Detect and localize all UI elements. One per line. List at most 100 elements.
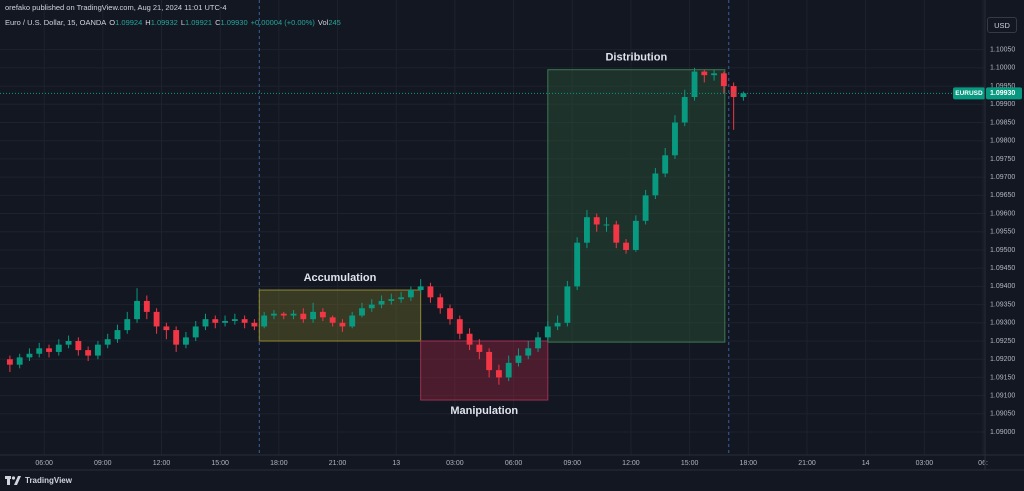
candle-body (535, 337, 541, 349)
x-tick-label: 12:00 (153, 460, 171, 467)
candle-body (124, 319, 131, 331)
candle-body (173, 330, 180, 345)
symbol: Euro / U.S. Dollar, 15, OANDA (5, 18, 107, 27)
zone-box (547, 69, 726, 343)
ohlc-label: O (109, 18, 116, 27)
ohlc-value: 1.09930 (220, 18, 248, 27)
candle-body (632, 220, 639, 250)
x-tick-label: 14 (862, 460, 870, 467)
candle-body (584, 217, 590, 243)
candle-body (398, 297, 405, 300)
candle-body (310, 311, 317, 320)
candle-body (378, 300, 385, 305)
x-tick-label: 06:00 (35, 460, 53, 467)
y-tick-label: 1.09750 (990, 156, 1015, 163)
symbol-tag: EURUSD (955, 90, 983, 97)
x-tick-label: 15:00 (211, 460, 229, 467)
candle-body (104, 339, 111, 345)
candle-body (505, 362, 512, 378)
y-tick-label: 1.09100 (990, 392, 1015, 399)
y-tick-label: 1.09600 (990, 210, 1015, 217)
candle-body (153, 311, 160, 327)
y-tick-label: 1.09800 (990, 138, 1015, 145)
zone-label: Accumulation (304, 272, 377, 284)
x-tick-label: 09:00 (563, 460, 581, 467)
candle-body (456, 319, 463, 334)
candle-body (183, 337, 189, 345)
zone-label: Distribution (605, 52, 667, 64)
candle-body (36, 348, 43, 354)
candle-body (711, 73, 718, 76)
candle-body (662, 155, 669, 174)
candle-body (447, 308, 453, 320)
ohlc-value: 1.09921 (184, 18, 213, 27)
candle-body (515, 355, 522, 363)
ohlc-item: L1.09921 (181, 18, 212, 27)
candle-body (75, 341, 82, 351)
y-tick-label: 1.09900 (990, 101, 1015, 108)
candle-body (495, 370, 502, 378)
y-tick-label: 1.09550 (990, 229, 1015, 236)
candle-body (94, 344, 101, 356)
y-tick-label: 1.09300 (990, 320, 1015, 327)
candle-body (486, 351, 493, 371)
candle-body (388, 299, 395, 301)
candle-body (437, 297, 444, 309)
candle-body (241, 319, 248, 323)
x-tick-label: 09:00 (94, 460, 112, 467)
ohlc-label: L (180, 18, 185, 27)
y-tick-label: 1.09400 (990, 283, 1015, 290)
y-tick-label: 1.09000 (990, 429, 1015, 436)
ohlc-item: O1.09924 (109, 18, 142, 27)
x-tick-label: 18:00 (740, 460, 758, 467)
y-tick-label: 1.10050 (990, 47, 1015, 54)
x-tick-label: 21:00 (798, 460, 816, 467)
candle-body (114, 330, 121, 340)
change: +0.00004 (+0.00%) (250, 18, 315, 27)
publisher-line: orefako published on TradingView.com, Au… (5, 3, 227, 12)
candle-body (603, 224, 610, 226)
x-tick-label: 03:00 (446, 460, 464, 467)
candle-body (55, 344, 62, 352)
candle-body (26, 353, 33, 358)
y-tick-label: 1.09450 (990, 265, 1015, 272)
legend-line: Euro / U.S. Dollar, 15, OANDA O1.09924 H1… (5, 18, 341, 27)
brand: TradingView (5, 476, 72, 485)
candle-body (701, 71, 708, 76)
x-tick-label: 06: (978, 460, 988, 467)
candle-body (574, 242, 581, 287)
candle-body (417, 286, 424, 291)
y-tick-label: 1.09650 (990, 192, 1015, 199)
y-tick-label: 1.09200 (990, 356, 1015, 363)
candle-body (652, 173, 659, 196)
volume-label: Vol (317, 18, 329, 27)
candle-body (329, 317, 336, 323)
x-tick-label: 06:00 (505, 460, 523, 467)
candle-body (466, 333, 473, 345)
candle-body (691, 71, 698, 98)
currency-button[interactable]: USD (987, 17, 1017, 33)
candle-body (525, 348, 532, 356)
ohlc-value: 1.09924 (115, 18, 143, 27)
candle-body (16, 357, 23, 365)
volume-value: 245 (328, 18, 341, 27)
candle-body (134, 300, 140, 320)
candle-body (476, 344, 483, 352)
ohlc-item: C1.09930 (215, 18, 248, 27)
candle-body (593, 217, 600, 225)
candle-body (290, 313, 297, 316)
x-tick-label: 03:00 (916, 460, 934, 467)
candle-body (261, 315, 268, 327)
candle-body (349, 315, 356, 327)
candle-body (271, 313, 277, 316)
y-tick-label: 1.09500 (990, 247, 1015, 254)
x-tick-label: 18:00 (270, 460, 288, 467)
candle-body (163, 326, 170, 331)
x-tick-label: 13 (392, 460, 400, 467)
price-tag: 1.09930 (990, 90, 1015, 97)
candle-body (319, 311, 326, 318)
ohlc: O1.09924 H1.09932 L1.09921 C1.09930 (109, 18, 247, 27)
candle-body (85, 350, 92, 356)
